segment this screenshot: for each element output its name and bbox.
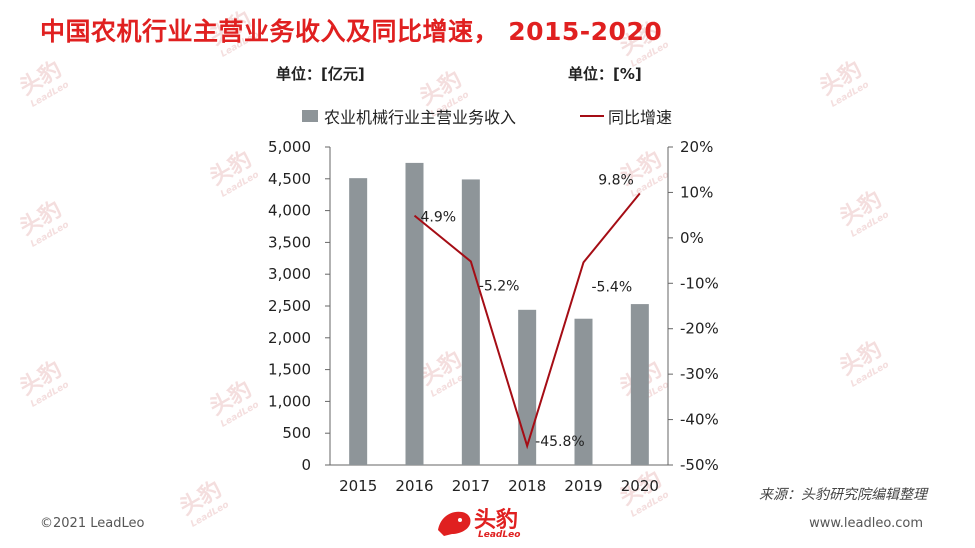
x-tick-label: 2020 [621,477,659,495]
legend-item-bar: 农业机械行业主营业务收入 [302,104,516,128]
right-tick-label: -10% [680,274,719,292]
left-tick-label: 2,000 [268,329,311,347]
right-tick-label: -30% [680,365,719,383]
bar [518,309,537,465]
left-tick-label: 3,000 [268,265,311,283]
logo-subtext: LeadLeo [478,530,521,540]
bar [574,318,593,465]
page-title: 中国农机行业主营业务收入及同比增速， 2015-2020 [40,17,663,46]
left-axis-unit: 单位：[亿元] [276,65,365,83]
copyright: ©2021 LeadLeo [40,516,145,531]
left-tick-label: 3,500 [268,233,311,251]
x-tick-label: 2015 [339,477,377,495]
right-tick-label: -20% [680,320,719,338]
left-tick-label: 1,500 [268,361,311,379]
data-label: -5.2% [479,278,520,294]
left-tick-label: 0 [301,456,311,474]
legend-bar-label: 农业机械行业主营业务收入 [324,108,517,127]
data-label: 4.9% [421,210,457,226]
logo-text: 头豹 [474,508,519,533]
bar [349,178,368,465]
right-tick-label: -50% [680,456,719,474]
left-tick-label: 4,500 [268,170,311,188]
x-tick-label: 2018 [508,477,546,495]
left-tick-label: 1,000 [268,392,311,410]
right-tick-label: -40% [680,411,719,429]
data-label: -45.8% [535,434,585,450]
right-tick-label: 0% [680,229,704,247]
left-tick-label: 4,000 [268,202,311,220]
logo: 头豹 LeadLeo [434,500,544,546]
source-note: 来源：头豹研究院编辑整理 [759,487,927,503]
x-tick-label: 2019 [564,477,602,495]
legend-line-label: 同比增速 [608,108,673,127]
right-axis-unit: 单位：[%] [568,65,642,83]
x-tick-label: 2016 [395,477,433,495]
bar [630,304,649,465]
data-label: 9.8% [598,172,634,188]
left-tick-label: 500 [282,424,311,442]
bar [405,162,424,465]
growth-line [413,192,641,450]
website-link[interactable]: www.leadleo.com [809,516,923,531]
right-tick-label: 20% [680,138,713,156]
bar [461,179,480,465]
left-tick-label: 2,500 [268,297,311,315]
legend-item-line: 同比增速 [580,104,672,128]
x-tick-label: 2017 [452,477,490,495]
legend-line-swatch [580,115,604,117]
left-tick-label: 5,000 [268,138,311,156]
legend-bar-swatch [302,110,318,122]
right-tick-label: 10% [680,183,713,201]
data-label: -5.4% [592,279,633,295]
leopard-logo-icon [438,511,471,536]
